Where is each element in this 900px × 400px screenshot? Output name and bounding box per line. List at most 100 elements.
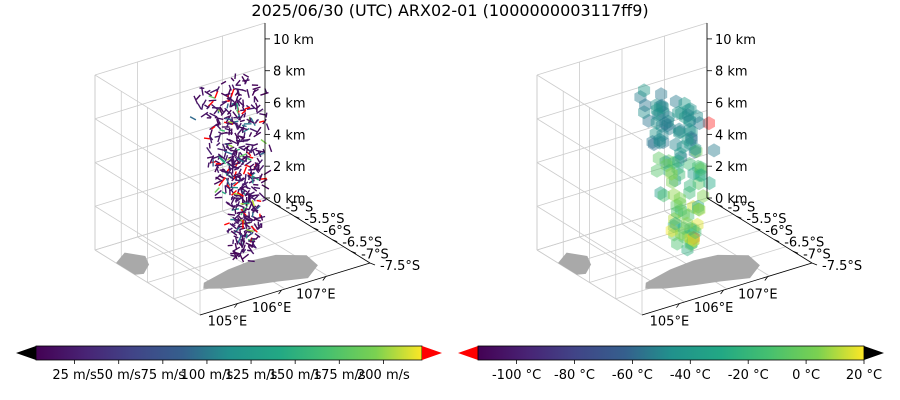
y-tick (717, 204, 723, 207)
y-tick-label: -5°S (728, 201, 756, 216)
wind-segment (208, 135, 213, 144)
grid-line (147, 230, 318, 283)
wind-segment (232, 162, 241, 166)
temperature-hexagon (673, 125, 686, 140)
y-tick (755, 227, 761, 231)
wind-segment (241, 240, 246, 249)
temperature-hexagon (694, 160, 707, 175)
wind-segment (217, 153, 226, 161)
temperature-hexagon (693, 168, 706, 183)
y-tick-label: -7.5°S (822, 259, 862, 274)
wind-segment (216, 142, 221, 147)
temperature-hexagon (669, 137, 682, 152)
colorbar-over-arrow (864, 346, 884, 360)
wind-segment (214, 160, 221, 164)
wind-segment (245, 154, 248, 163)
temperature-hexagon (674, 203, 687, 218)
wind-segment (242, 253, 250, 260)
temperature-hexagon (666, 175, 679, 189)
wind-segment (247, 171, 252, 177)
wind-segment (238, 248, 244, 258)
wind-segment (243, 112, 247, 118)
grid-line (536, 22, 708, 76)
wind-segment (253, 223, 259, 230)
x-tick (234, 303, 238, 308)
wind-segment (226, 202, 234, 208)
grid-line (94, 205, 201, 272)
z-tick-label: 8 km (715, 65, 748, 80)
temperature-hexagon (675, 150, 688, 165)
wind-segment (240, 177, 246, 182)
y-tick (313, 227, 319, 231)
temperature-hexagon (674, 196, 687, 211)
wind-segment (232, 239, 235, 245)
wind-segment (224, 127, 232, 132)
wind-segment (201, 103, 204, 110)
wind-segment (244, 106, 251, 110)
temperature-hexagon (653, 135, 666, 150)
colorbar-tick-label: 20 °C (846, 368, 882, 383)
y-tick (294, 215, 300, 219)
wind-segment (249, 163, 255, 168)
temperature-hexagon (683, 185, 696, 200)
wind-segment (256, 157, 261, 164)
wind-segment (250, 240, 257, 248)
temperature-hexagon (674, 124, 687, 139)
colorbar-tick-label: 200 m/s (357, 368, 410, 383)
temperature-hexagon (663, 121, 676, 136)
wind-segment (249, 249, 255, 255)
wind-segment (227, 96, 235, 103)
wind-segment (239, 186, 244, 196)
wind-segment (245, 145, 249, 154)
temperature-hexagon (708, 143, 721, 158)
wind-segment (219, 157, 226, 163)
wind-segment (250, 185, 258, 192)
z-tick-label: 8 km (273, 65, 306, 80)
wind-segment (247, 191, 255, 197)
wind-segment (223, 115, 230, 120)
colorbar-under-arrow (16, 346, 36, 360)
wind-segment (238, 232, 246, 238)
wind-segment (252, 177, 260, 179)
wind-segment (228, 175, 235, 180)
temperature-hexagon (682, 103, 695, 117)
wind-segment (209, 136, 214, 141)
wind-segment (229, 223, 237, 230)
wind-segment (218, 131, 223, 135)
temperature-hexagon (673, 122, 686, 137)
temperature-hexagon (673, 191, 686, 206)
wind-segment (210, 88, 219, 94)
wind-segment (234, 120, 239, 123)
wind-segment (193, 95, 199, 105)
wind-segment (236, 210, 245, 215)
wind-segment (227, 121, 233, 124)
wind-segment (253, 165, 260, 174)
land-java (645, 254, 760, 289)
z-tick-label: 2 km (273, 160, 306, 175)
wind-segment (234, 88, 244, 91)
wind-segment (227, 228, 230, 234)
z-tick-label: 6 km (273, 97, 306, 112)
colorbar-tick-label: 150 m/s (269, 368, 322, 383)
temperature-hexagon (655, 118, 668, 133)
temperature-hexagon (683, 114, 696, 129)
wind-segment (231, 147, 237, 157)
wind-segment (260, 139, 267, 145)
colorbar-tick-label: -100 °C (492, 368, 541, 383)
wind-segment (214, 173, 222, 180)
wind-segment (218, 178, 226, 187)
temperature-hexagon (692, 199, 705, 214)
wind-segment (247, 171, 255, 178)
colorbar-gradient (477, 345, 865, 361)
temperature-hexagon (677, 221, 690, 235)
temperature-hexagon (703, 176, 716, 191)
temperature-hexagon (687, 231, 700, 245)
wind-segment (234, 91, 239, 96)
temperature-hexagon (683, 157, 696, 171)
temperature-hexagon (688, 144, 701, 159)
y-tick-label: -7°S (361, 247, 389, 262)
wind-segment (241, 109, 247, 115)
temperature-hexagon (670, 198, 683, 213)
wind-segment (234, 179, 242, 182)
colorbar-tick-label: -60 °C (612, 368, 653, 383)
